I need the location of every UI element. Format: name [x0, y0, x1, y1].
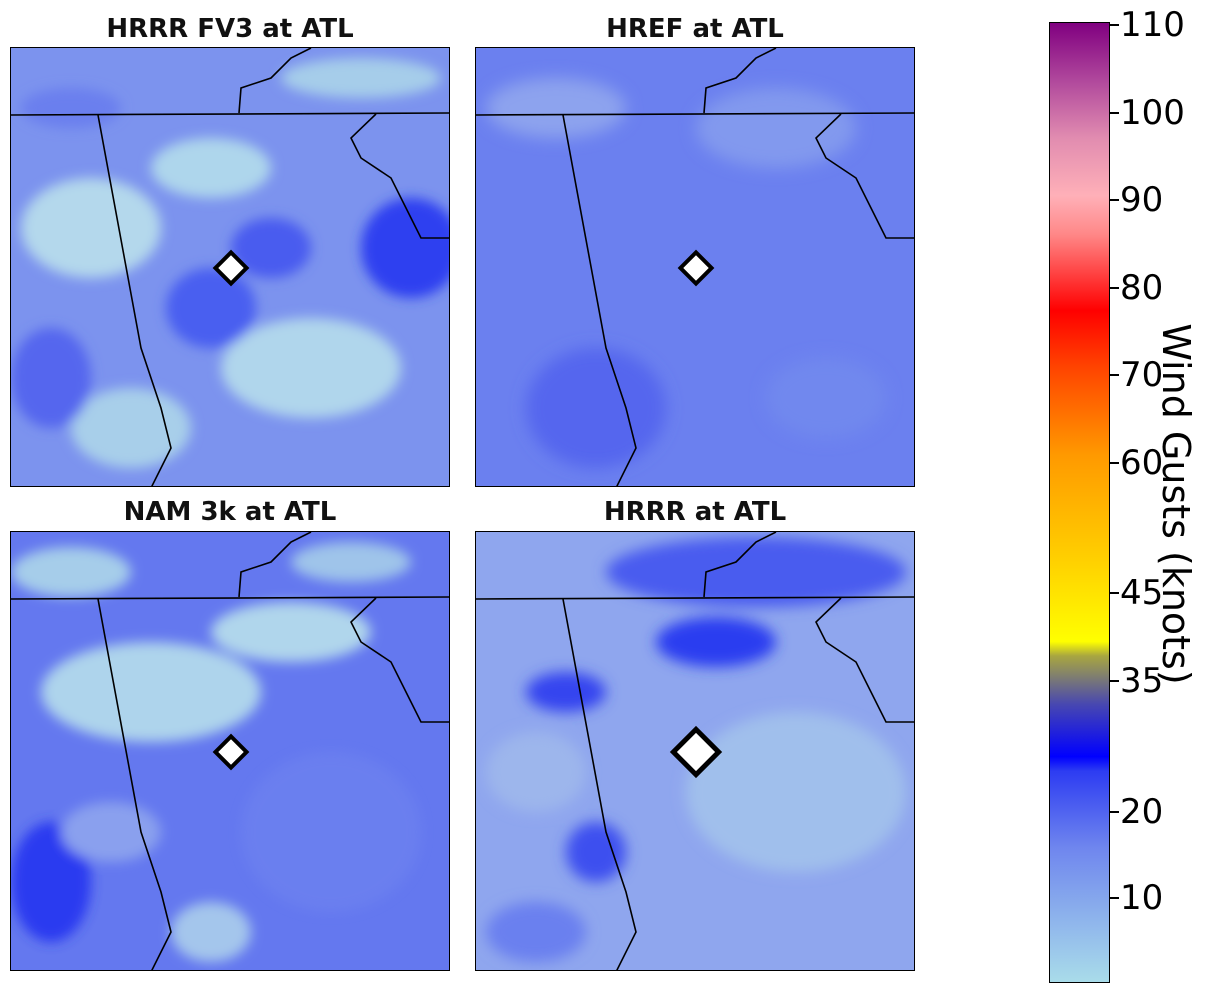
wind-gust-colorbar	[1049, 22, 1110, 983]
map-panel-nam-3k	[10, 531, 450, 971]
colorbar-tick-label: 80	[1120, 268, 1164, 308]
panel-title-hrrr-fv3: HRRR FV3 at ATL	[106, 14, 354, 44]
panel-title-href: HREF at ATL	[606, 14, 784, 44]
colorbar-tick	[1110, 24, 1119, 26]
wind-gust-map-href	[476, 48, 914, 486]
colorbar-tick	[1110, 462, 1119, 464]
colorbar-label-text: Wind Gusts (knots)	[1154, 323, 1198, 685]
panel-title-hrrr: HRRR at ATL	[603, 497, 787, 527]
colorbar-tick	[1110, 374, 1119, 376]
colorbar-tick-label: 110	[1120, 5, 1185, 45]
colorbar-tick-label: 35	[1120, 661, 1164, 701]
wind-gust-map-hrrr-fv3	[11, 48, 449, 486]
map-panel-hrrr-fv3	[10, 47, 450, 487]
colorbar-tick	[1110, 199, 1119, 201]
colorbar-tick	[1110, 680, 1119, 682]
colorbar-tick-label: 20	[1120, 792, 1164, 832]
panel-title-nam-3k: NAM 3k at ATL	[123, 497, 337, 527]
colorbar-tick-label: 45	[1120, 573, 1164, 613]
colorbar-tick	[1110, 112, 1119, 114]
colorbar-tick-label: 90	[1120, 180, 1164, 220]
wind-gust-map-hrrr	[476, 532, 914, 970]
colorbar-tick	[1110, 287, 1119, 289]
colorbar-tick	[1110, 592, 1119, 594]
station-marker-diamond	[212, 733, 250, 771]
wind-gust-map-nam-3k	[11, 532, 449, 970]
colorbar-tick-label: 70	[1120, 355, 1164, 395]
colorbar-tick-label: 60	[1120, 443, 1164, 483]
colorbar-tick-label: 100	[1120, 93, 1185, 133]
colorbar-tick	[1110, 811, 1119, 813]
map-panel-href	[475, 47, 915, 487]
station-marker-diamond	[677, 249, 715, 287]
colorbar-tick-label: 10	[1120, 878, 1164, 918]
map-panel-hrrr	[475, 531, 915, 971]
station-marker-diamond	[212, 249, 250, 287]
station-marker-diamond	[669, 725, 723, 779]
colorbar-tick	[1110, 897, 1119, 899]
